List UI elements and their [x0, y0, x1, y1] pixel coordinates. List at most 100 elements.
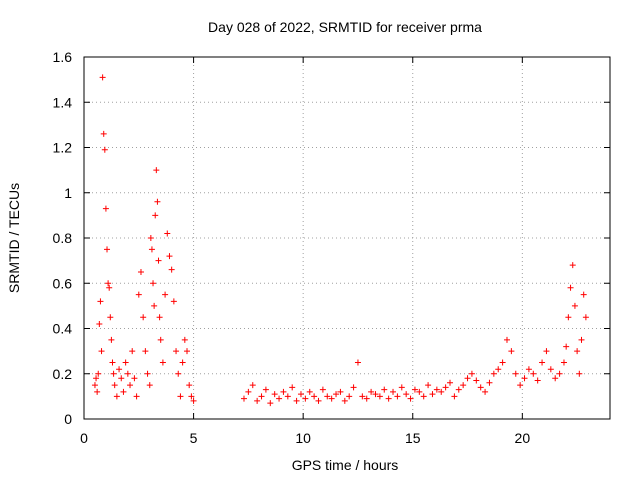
- data-point: [179, 359, 186, 366]
- x-tick-label: 10: [295, 430, 311, 446]
- data-point: [552, 375, 559, 382]
- y-axis-label: SRMTID / TECUs: [6, 183, 22, 293]
- data-point: [173, 348, 180, 355]
- data-point: [569, 262, 576, 269]
- data-point: [271, 391, 278, 398]
- data-point: [539, 359, 546, 366]
- data-point: [460, 382, 467, 389]
- data-point: [188, 393, 195, 400]
- data-point: [319, 386, 326, 393]
- data-point: [245, 388, 252, 395]
- data-point: [100, 130, 107, 137]
- data-point: [175, 370, 182, 377]
- x-tick-label: 5: [190, 430, 198, 446]
- data-point: [442, 384, 449, 391]
- data-point: [110, 370, 117, 377]
- data-point: [154, 198, 161, 205]
- data-point: [111, 382, 118, 389]
- data-point: [580, 291, 587, 298]
- data-point: [411, 386, 418, 393]
- data-point: [124, 370, 131, 377]
- y-tick-label: 0.8: [53, 230, 73, 246]
- data-point: [576, 370, 583, 377]
- data-point: [142, 348, 149, 355]
- data-point: [177, 393, 184, 400]
- data-point: [95, 370, 102, 377]
- gridlines: [84, 57, 610, 419]
- data-point: [381, 386, 388, 393]
- data-point: [190, 397, 197, 404]
- data-point: [499, 359, 506, 366]
- data-point: [490, 370, 497, 377]
- data-point: [311, 393, 318, 400]
- data-point: [127, 382, 134, 389]
- data-point: [297, 391, 304, 398]
- data-point: [429, 391, 436, 398]
- data-point: [376, 393, 383, 400]
- y-tick-label: 1.2: [53, 140, 73, 156]
- data-point: [140, 314, 147, 321]
- data-point: [164, 230, 171, 237]
- data-point: [102, 205, 109, 212]
- chart-title: Day 028 of 2022, SRMTID for receiver prm…: [208, 19, 482, 35]
- y-tick-label: 1: [64, 185, 72, 201]
- data-point: [394, 393, 401, 400]
- data-point: [341, 397, 348, 404]
- data-point: [464, 375, 471, 382]
- data-point: [473, 377, 480, 384]
- data-point: [359, 393, 366, 400]
- x-tick-label: 20: [515, 430, 531, 446]
- data-point: [354, 359, 361, 366]
- x-tick-label: 15: [405, 430, 421, 446]
- data-point: [118, 375, 125, 382]
- plot-frame: [83, 56, 611, 420]
- data-point: [135, 291, 142, 298]
- data-point: [152, 212, 159, 219]
- data-point: [159, 359, 166, 366]
- data-point: [280, 388, 287, 395]
- data-point: [184, 348, 191, 355]
- data-point: [425, 382, 432, 389]
- data-point: [571, 302, 578, 309]
- data-point: [249, 382, 256, 389]
- data-point: [131, 375, 138, 382]
- data-point: [477, 384, 484, 391]
- data-point: [578, 336, 585, 343]
- data-point: [372, 391, 379, 398]
- data-point: [438, 388, 445, 395]
- data-point: [155, 257, 162, 264]
- data-point: [122, 359, 129, 366]
- data-point: [567, 284, 574, 291]
- data-point: [107, 314, 114, 321]
- data-point: [254, 397, 261, 404]
- data-point: [368, 388, 375, 395]
- data-point: [170, 298, 177, 305]
- data-point: [144, 370, 151, 377]
- data-point: [416, 388, 423, 395]
- data-point: [157, 336, 164, 343]
- data-point: [156, 314, 163, 321]
- data-point: [116, 366, 123, 373]
- data-point: [96, 320, 103, 327]
- data-point: [556, 370, 563, 377]
- data-point: [525, 366, 532, 373]
- x-tick-label: 0: [80, 430, 88, 446]
- data-point: [106, 284, 113, 291]
- data-point: [276, 395, 283, 402]
- data-point: [398, 384, 405, 391]
- data-point: [166, 253, 173, 260]
- data-points: [91, 74, 589, 407]
- data-point: [94, 388, 101, 395]
- data-point: [99, 74, 106, 81]
- x-axis-label: GPS time / hours: [292, 457, 399, 473]
- data-point: [530, 370, 537, 377]
- data-point: [258, 393, 265, 400]
- data-point: [153, 167, 160, 174]
- y-tick-label: 0.6: [53, 275, 73, 291]
- data-point: [109, 359, 116, 366]
- data-point: [547, 366, 554, 373]
- data-point: [147, 235, 154, 241]
- data-point: [503, 336, 510, 343]
- data-point: [565, 314, 572, 321]
- data-point: [508, 348, 515, 355]
